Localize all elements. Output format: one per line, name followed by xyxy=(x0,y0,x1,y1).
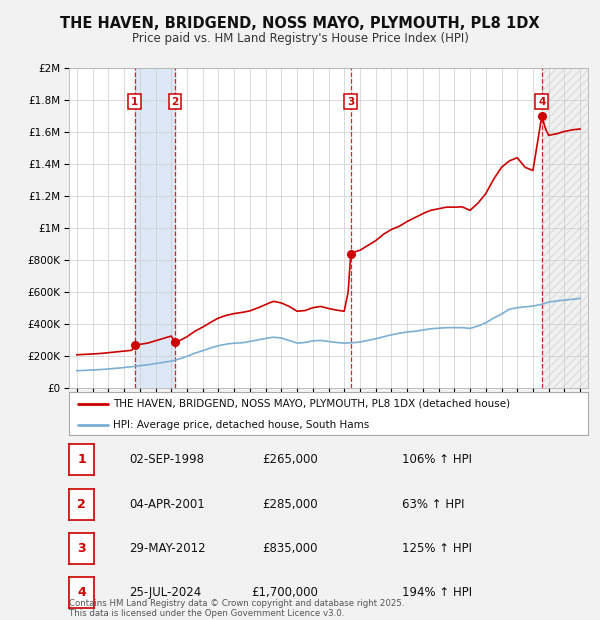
Text: 29-MAY-2012: 29-MAY-2012 xyxy=(129,542,206,555)
Text: £1,700,000: £1,700,000 xyxy=(251,587,318,600)
Bar xyxy=(542,68,588,388)
Text: 3: 3 xyxy=(77,542,86,555)
Text: 2: 2 xyxy=(77,498,86,511)
Text: Price paid vs. HM Land Registry's House Price Index (HPI): Price paid vs. HM Land Registry's House … xyxy=(131,32,469,45)
Text: 125% ↑ HPI: 125% ↑ HPI xyxy=(402,542,472,555)
Text: 1: 1 xyxy=(77,453,86,466)
Text: 25-JUL-2024: 25-JUL-2024 xyxy=(129,587,201,600)
Text: £285,000: £285,000 xyxy=(262,498,318,511)
Text: £835,000: £835,000 xyxy=(263,542,318,555)
Text: 1: 1 xyxy=(131,97,138,107)
Text: 3: 3 xyxy=(347,97,355,107)
Text: Contains HM Land Registry data © Crown copyright and database right 2025.
This d: Contains HM Land Registry data © Crown c… xyxy=(69,599,404,618)
Text: 2: 2 xyxy=(172,97,179,107)
Text: £265,000: £265,000 xyxy=(262,453,318,466)
Text: 194% ↑ HPI: 194% ↑ HPI xyxy=(402,587,472,600)
Bar xyxy=(134,68,175,388)
Text: 106% ↑ HPI: 106% ↑ HPI xyxy=(402,453,472,466)
Bar xyxy=(542,68,588,388)
Text: 04-APR-2001: 04-APR-2001 xyxy=(129,498,205,511)
Text: 63% ↑ HPI: 63% ↑ HPI xyxy=(402,498,464,511)
Text: THE HAVEN, BRIDGEND, NOSS MAYO, PLYMOUTH, PL8 1DX (detached house): THE HAVEN, BRIDGEND, NOSS MAYO, PLYMOUTH… xyxy=(113,399,510,409)
Text: 4: 4 xyxy=(77,587,86,600)
Text: HPI: Average price, detached house, South Hams: HPI: Average price, detached house, Sout… xyxy=(113,420,370,430)
Text: 02-SEP-1998: 02-SEP-1998 xyxy=(129,453,204,466)
Text: THE HAVEN, BRIDGEND, NOSS MAYO, PLYMOUTH, PL8 1DX: THE HAVEN, BRIDGEND, NOSS MAYO, PLYMOUTH… xyxy=(60,16,540,31)
Text: 4: 4 xyxy=(538,97,545,107)
